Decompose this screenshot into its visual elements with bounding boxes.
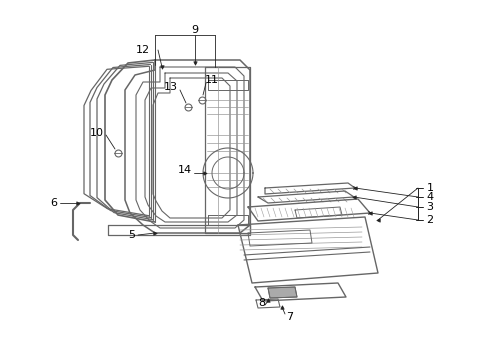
Text: 1: 1: [426, 183, 434, 193]
Text: 10: 10: [90, 128, 104, 138]
Text: 8: 8: [258, 298, 266, 308]
Text: 14: 14: [178, 165, 192, 175]
Text: 2: 2: [426, 215, 434, 225]
Text: 5: 5: [128, 230, 135, 240]
Text: 4: 4: [426, 192, 434, 202]
Text: 13: 13: [164, 82, 178, 92]
Polygon shape: [268, 287, 297, 298]
Text: 3: 3: [426, 202, 434, 212]
Text: 11: 11: [205, 75, 219, 85]
Text: 9: 9: [192, 25, 198, 35]
Text: 12: 12: [136, 45, 150, 55]
Text: 6: 6: [50, 198, 57, 208]
Text: 7: 7: [287, 312, 294, 322]
